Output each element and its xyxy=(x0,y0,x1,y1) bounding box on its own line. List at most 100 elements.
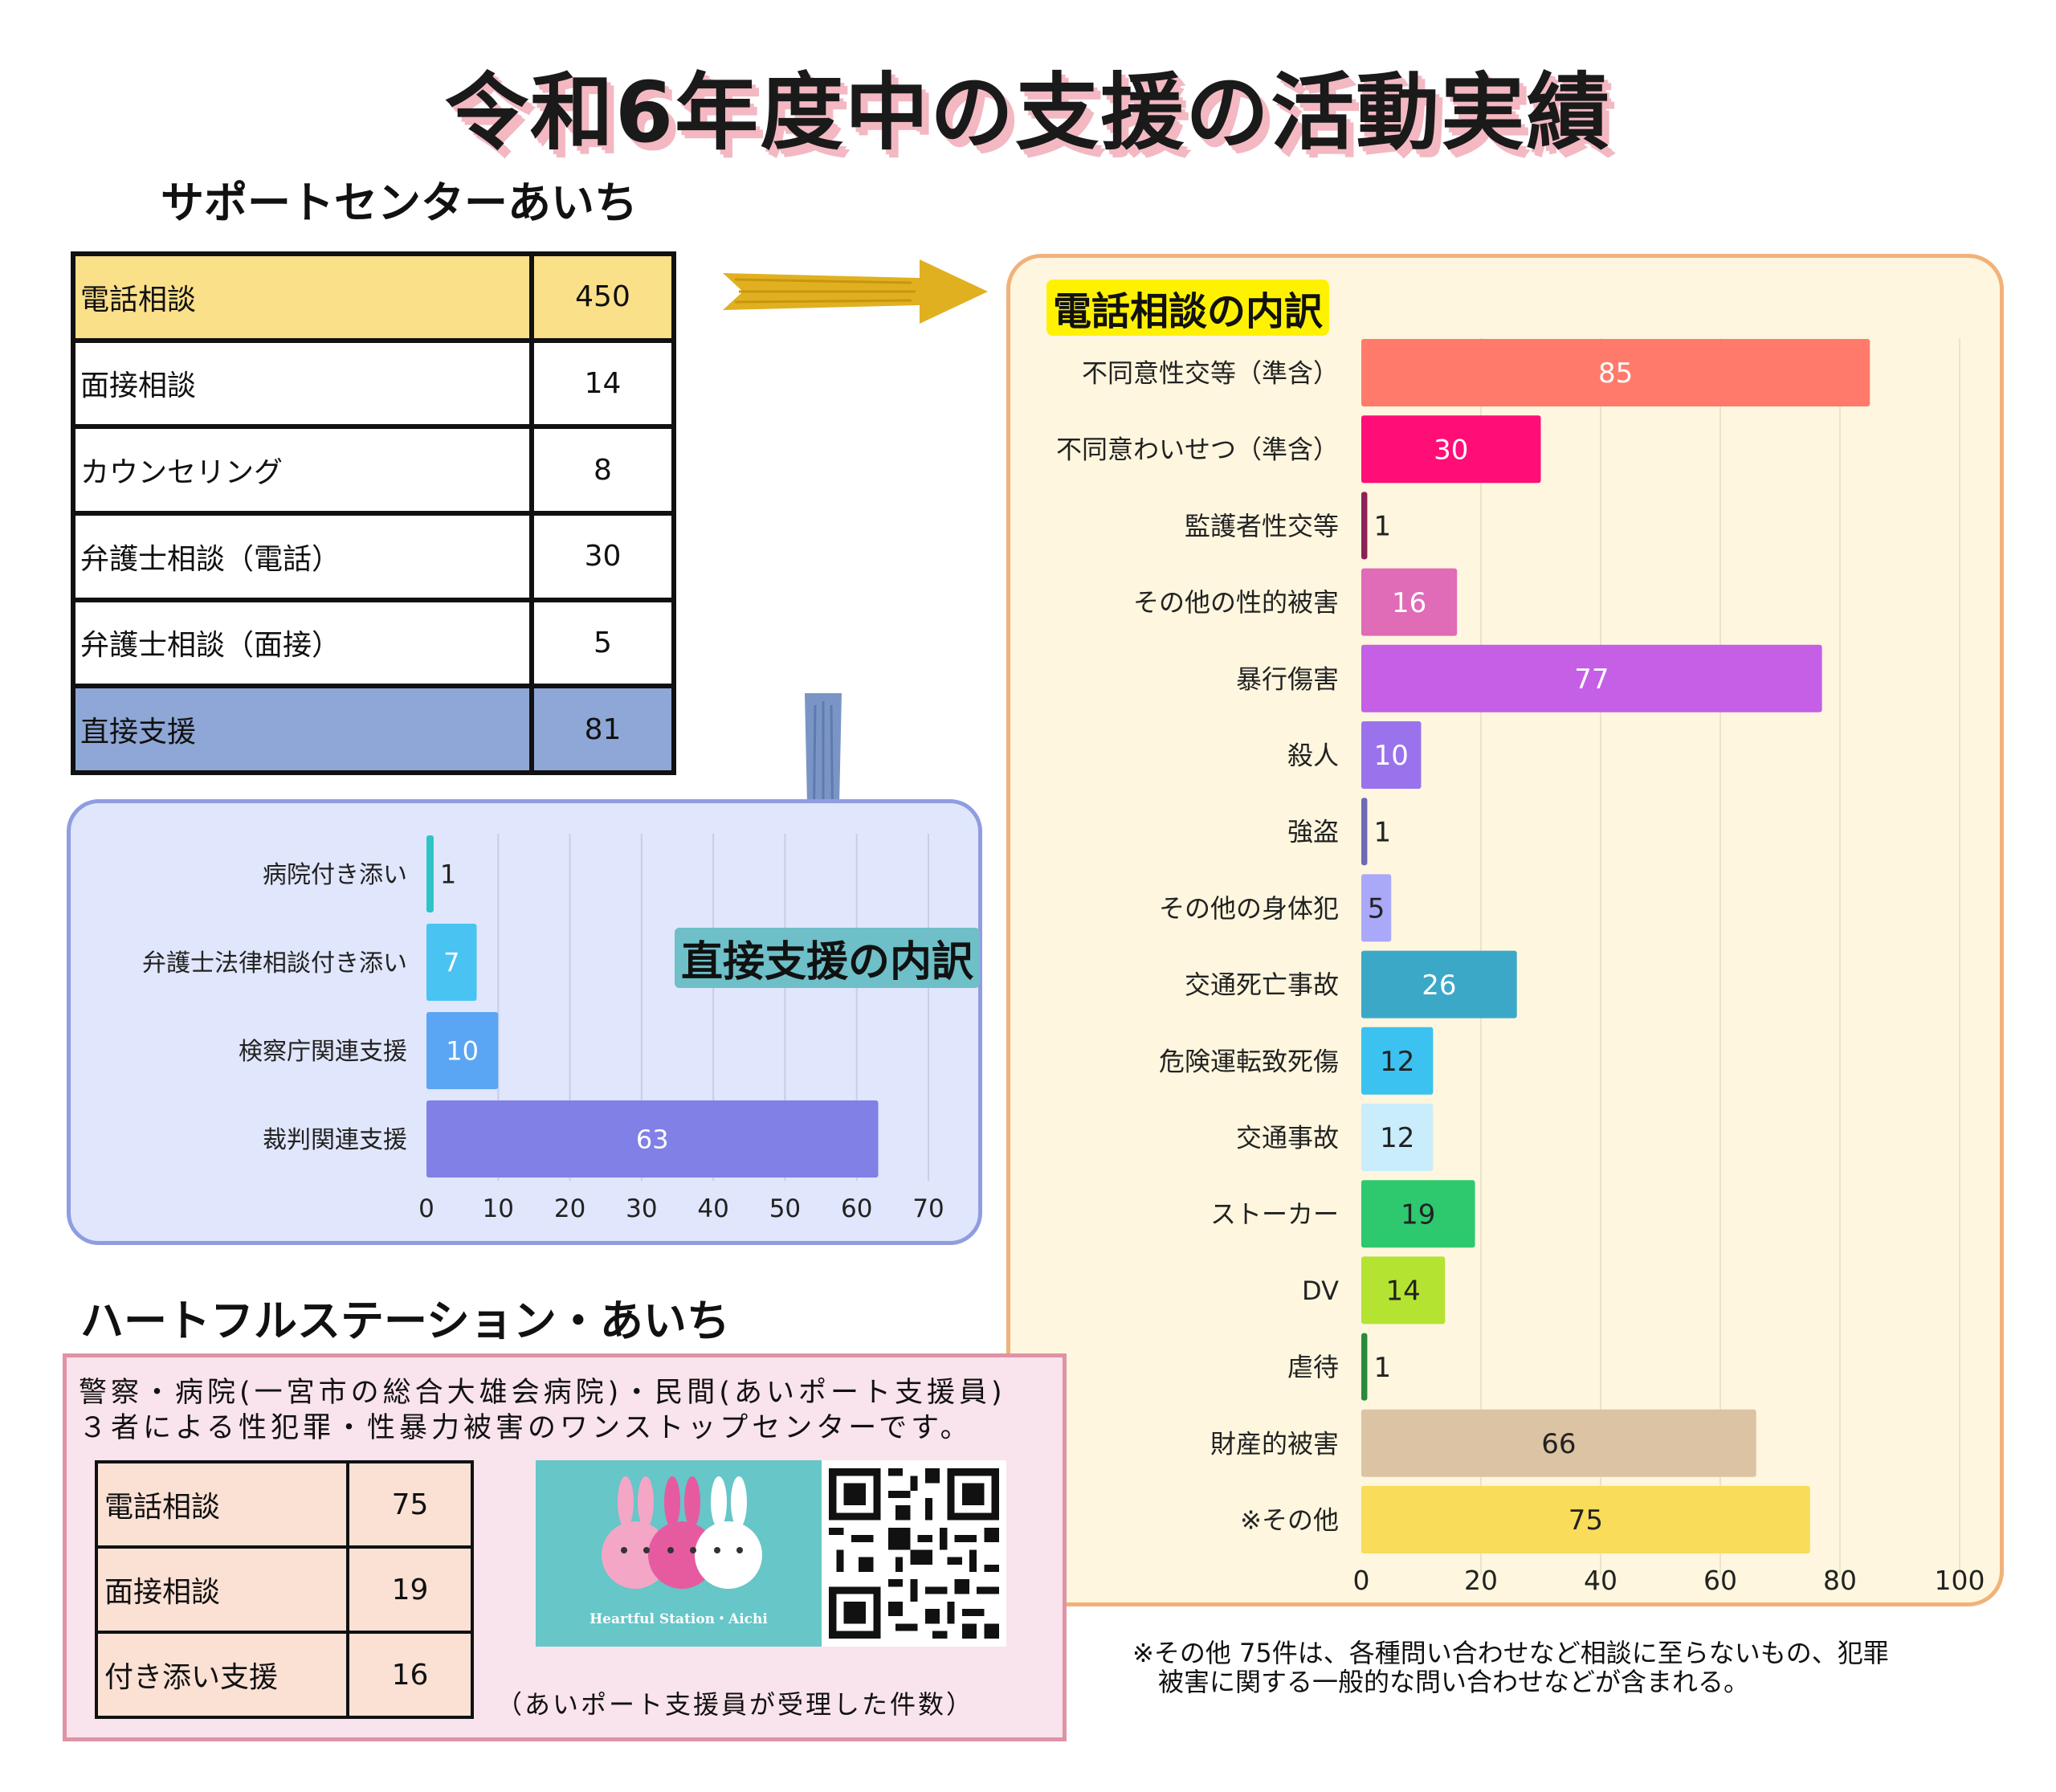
support-center-table: 電話相談 450 面接相談 14 カウンセリング 8 弁護士相談（電話） 30 … xyxy=(71,251,676,775)
category-label: 不同意わいせつ（準含） xyxy=(1056,435,1339,465)
arrow-right-icon xyxy=(723,259,988,324)
data-label: 12 xyxy=(1380,1046,1414,1078)
table-row: 面接相談 19 xyxy=(95,1545,474,1634)
x-tick-label: 0 xyxy=(1353,1565,1370,1596)
category-label: 交通事故 xyxy=(1236,1123,1339,1153)
category-label: 交通死亡事故 xyxy=(1185,969,1339,1000)
x-tick-label: 50 xyxy=(769,1194,801,1223)
data-label: 1 xyxy=(1373,1352,1391,1384)
heartful-caption: （あいポート支援員が受理した件数） xyxy=(496,1689,975,1720)
table-row: 付き添い支援 16 xyxy=(95,1631,474,1719)
bar xyxy=(1361,874,1392,942)
row-value: 450 xyxy=(529,251,676,343)
category-label: 財産的被害 xyxy=(1210,1428,1339,1459)
data-label: 1 xyxy=(1373,816,1391,848)
data-label: 63 xyxy=(636,1125,669,1155)
x-tick-label: 10 xyxy=(483,1194,514,1223)
data-label: 66 xyxy=(1541,1428,1576,1460)
category-label: 病院付き添い xyxy=(263,861,407,889)
row-value: 14 xyxy=(529,337,676,430)
bar xyxy=(1361,1486,1810,1553)
data-label: 30 xyxy=(1434,434,1468,466)
data-label: 1 xyxy=(440,859,456,890)
row-label: 付き添い支援 xyxy=(95,1631,349,1719)
x-tick-label: 40 xyxy=(697,1194,728,1223)
heartful-logo-text: Heartful Station・Aichi xyxy=(589,1611,768,1627)
table-row: 弁護士相談（面接） 5 xyxy=(71,597,676,689)
bar xyxy=(1361,1333,1368,1401)
row-value: 5 xyxy=(529,597,676,689)
category-label: 不同意性交等（準含） xyxy=(1082,358,1339,389)
x-tick-label: 80 xyxy=(1823,1565,1857,1596)
phone-consultation-chart-title: 電話相談の内訳 xyxy=(1046,280,1330,336)
row-value: 16 xyxy=(346,1631,474,1719)
page-title: 令和6年度中の支援の活動実績 xyxy=(444,63,1612,161)
table-row: カウンセリング 8 xyxy=(71,424,676,516)
row-label: 弁護士相談（電話） xyxy=(71,510,534,602)
table-row: 電話相談 75 xyxy=(95,1460,474,1549)
row-value: 19 xyxy=(346,1545,474,1634)
table-row: 面接相談 14 xyxy=(71,337,676,430)
row-label: カウンセリング xyxy=(71,424,534,516)
row-label: 弁護士相談（面接） xyxy=(71,597,534,689)
bar xyxy=(1361,950,1517,1018)
direct-support-chart-title: 直接支援の内訳 xyxy=(675,928,981,988)
bar xyxy=(426,1012,499,1089)
data-label: 10 xyxy=(446,1036,479,1067)
category-label: 強盗 xyxy=(1287,817,1339,847)
category-label: 監護者性交等 xyxy=(1185,511,1339,541)
bar xyxy=(1361,415,1541,484)
bar xyxy=(426,835,434,912)
row-label: 電話相談 xyxy=(71,251,534,343)
bar xyxy=(1361,721,1422,789)
heartful-description: 警察・病院(一宮市の総合大雄会病院)・民間(あいポート支援員) ３者による性犯罪… xyxy=(79,1377,1006,1444)
heartful-logo: Heartful Station・Aichi xyxy=(536,1460,822,1647)
bar xyxy=(1361,1180,1475,1248)
category-label: 裁判関連支援 xyxy=(263,1126,407,1154)
data-label: 1 xyxy=(1373,511,1391,543)
row-label: 面接相談 xyxy=(95,1545,349,1634)
rabbits-logo-icon xyxy=(602,1476,762,1589)
row-value: 75 xyxy=(346,1460,474,1549)
category-label: 危険運転致死傷 xyxy=(1159,1046,1339,1076)
x-tick-label: 70 xyxy=(912,1194,944,1223)
x-tick-label: 60 xyxy=(1703,1565,1737,1596)
category-label: DV xyxy=(1302,1276,1339,1306)
bar xyxy=(1361,1409,1756,1477)
x-tick-label: 20 xyxy=(1464,1565,1498,1596)
category-label: 虐待 xyxy=(1287,1352,1339,1382)
row-label: 面接相談 xyxy=(71,337,534,430)
data-label: 7 xyxy=(443,948,459,978)
x-tick-label: 30 xyxy=(626,1194,657,1223)
data-label: 19 xyxy=(1401,1198,1435,1231)
category-label: その他の身体犯 xyxy=(1159,893,1339,924)
category-label: 弁護士法律相談付き添い xyxy=(142,949,407,978)
phone-consultation-panel xyxy=(1006,254,2004,1606)
x-tick-label: 40 xyxy=(1584,1565,1617,1596)
data-label: 77 xyxy=(1574,663,1609,696)
table-row: 直接支援 81 xyxy=(71,684,676,775)
category-label: 殺人 xyxy=(1287,741,1339,771)
data-label: 12 xyxy=(1380,1122,1414,1154)
category-label: 暴行傷害 xyxy=(1236,663,1339,694)
x-tick-label: 0 xyxy=(418,1194,434,1223)
category-label: ※その他 xyxy=(1240,1505,1339,1536)
bar xyxy=(426,1100,879,1178)
direct-support-chart: 0 10 20 30 40 50 60 70 病院付き添い 1 弁護士法律相談付き添い 7 検察庁関連支… xyxy=(142,834,944,1223)
bar xyxy=(1361,1256,1446,1325)
bar xyxy=(1361,339,1870,406)
bar xyxy=(1361,568,1458,636)
bar xyxy=(1361,492,1368,560)
table-row: 弁護士相談（電話） 30 xyxy=(71,510,676,602)
footnote: ※その他 75件は、各種問い合わせなど相談に至らないもの、犯罪 被害に関する一般… xyxy=(1132,1638,1889,1697)
x-tick-label: 100 xyxy=(1935,1565,1985,1596)
row-value: 30 xyxy=(529,510,676,602)
bar xyxy=(1361,798,1368,866)
data-label: 26 xyxy=(1422,969,1456,1002)
category-label: 検察庁関連支援 xyxy=(239,1038,407,1066)
bar xyxy=(1361,1104,1434,1171)
category-label: ストーカー xyxy=(1210,1199,1339,1230)
bar xyxy=(1361,644,1822,712)
qr-code-icon xyxy=(822,1460,1006,1647)
data-label: 75 xyxy=(1569,1504,1603,1537)
